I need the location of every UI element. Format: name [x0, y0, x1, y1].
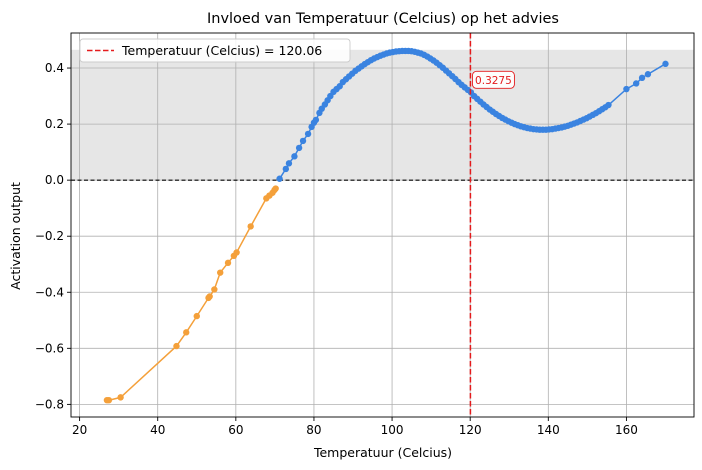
data-point — [211, 286, 218, 293]
x-axis-label: Temperatuur (Celcius) — [313, 445, 452, 460]
data-point — [632, 80, 640, 87]
data-point — [247, 223, 254, 230]
data-point — [662, 60, 669, 68]
data-point — [233, 249, 240, 256]
y-tick-label: −0.4 — [35, 285, 64, 299]
y-tick-label: −0.2 — [35, 229, 64, 243]
x-tick-label: 80 — [306, 423, 321, 437]
x-tick-label: 20 — [72, 423, 87, 437]
y-tick-label: −0.8 — [35, 397, 64, 411]
legend-box — [79, 38, 351, 63]
legend-label: Temperatuur (Celcius) = 120.06 — [121, 43, 322, 58]
data-point — [312, 116, 320, 124]
data-point — [193, 312, 200, 320]
data-point — [299, 137, 307, 145]
data-point — [623, 85, 630, 93]
data-point — [638, 74, 646, 82]
x-tick-label: 40 — [150, 423, 165, 437]
annotation-box — [471, 70, 515, 89]
axes-frame — [70, 32, 695, 418]
data-point — [117, 394, 124, 401]
data-point — [605, 101, 612, 109]
data-point — [291, 153, 298, 160]
x-tick-label: 140 — [537, 423, 560, 437]
y-tick-label: 0.2 — [45, 117, 64, 131]
data-point — [272, 185, 279, 192]
annotation-text: 0.3275 — [475, 75, 512, 87]
data-point — [304, 130, 312, 138]
y-tick-label: −0.6 — [35, 341, 64, 355]
data-point — [295, 144, 303, 152]
data-point — [276, 175, 283, 182]
x-tick-label: 120 — [459, 423, 482, 437]
data-point — [173, 342, 180, 350]
data-point — [206, 293, 213, 300]
plot-area: 0.3275 20 40 60 80 100 120 140 160 −0.8 −0.6 −0.4 −0… — [35, 32, 695, 437]
y-tick-label: 0.0 — [45, 173, 64, 187]
shaded-band — [71, 49, 694, 181]
data-point — [105, 396, 113, 404]
x-tick-label: 60 — [228, 423, 243, 437]
data-point — [644, 71, 652, 78]
data-point — [217, 269, 224, 276]
data-point — [224, 259, 232, 267]
data-point — [282, 165, 290, 173]
y-axis-label: Activation output — [8, 182, 23, 290]
data-point — [285, 160, 293, 167]
data-point — [183, 329, 190, 336]
chart-title: Invloed van Temperatuur (Celcius) op het… — [207, 11, 559, 27]
x-tick-label: 160 — [615, 423, 638, 437]
x-tick-label: 100 — [381, 423, 404, 437]
y-tick-label: 0.4 — [45, 61, 64, 75]
